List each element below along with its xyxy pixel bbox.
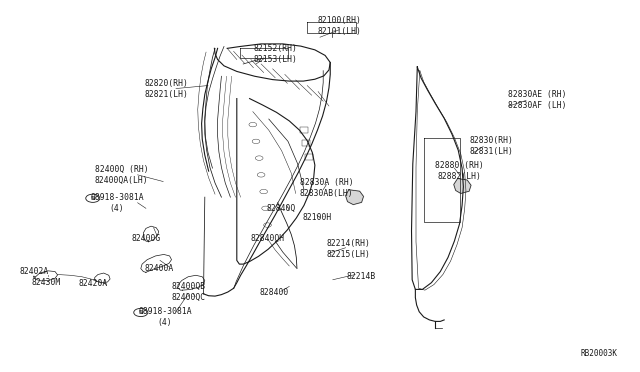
Polygon shape [454,179,471,193]
Text: 08918-3081A
(4): 08918-3081A (4) [138,307,192,327]
Text: 82840Q: 82840Q [267,204,296,213]
Text: 82830(RH)
82831(LH): 82830(RH) 82831(LH) [470,136,513,156]
Text: N: N [90,196,95,201]
Text: 82152(RH)
82153(LH): 82152(RH) 82153(LH) [253,44,297,64]
Text: 828400: 828400 [259,288,289,296]
Text: RB20003K: RB20003K [580,349,618,358]
Text: 82400G: 82400G [131,234,161,243]
Text: 82820(RH)
82821(LH): 82820(RH) 82821(LH) [145,79,188,99]
Text: 08918-3081A
(4): 08918-3081A (4) [90,193,144,213]
Polygon shape [346,190,364,205]
Bar [305,154,313,160]
Text: 82214B: 82214B [347,272,376,280]
Text: 82400A: 82400A [144,264,173,273]
Text: 82100(RH)
82101(LH): 82100(RH) 82101(LH) [317,16,361,36]
Text: 82830AE (RH)
82830AF (LH): 82830AE (RH) 82830AF (LH) [508,90,567,110]
Text: 82420A: 82420A [78,279,108,288]
Text: 82402A: 82402A [19,267,49,276]
Bar [300,127,308,133]
Text: 82400QB
82400QC: 82400QB 82400QC [172,282,206,302]
Text: 82400Q (RH)
82400QA(LH): 82400Q (RH) 82400QA(LH) [95,165,148,185]
Text: N: N [138,310,143,315]
Text: 82830A (RH)
82830AB(LH): 82830A (RH) 82830AB(LH) [300,178,353,198]
Text: 82430M: 82430M [31,278,61,287]
Text: 82880 (RH)
82882(LH): 82880 (RH) 82882(LH) [435,161,484,181]
Bar [302,140,310,146]
Text: 82840QH: 82840QH [250,234,285,243]
Text: 82214(RH)
82215(LH): 82214(RH) 82215(LH) [327,239,371,259]
Text: 82100H: 82100H [302,213,332,222]
